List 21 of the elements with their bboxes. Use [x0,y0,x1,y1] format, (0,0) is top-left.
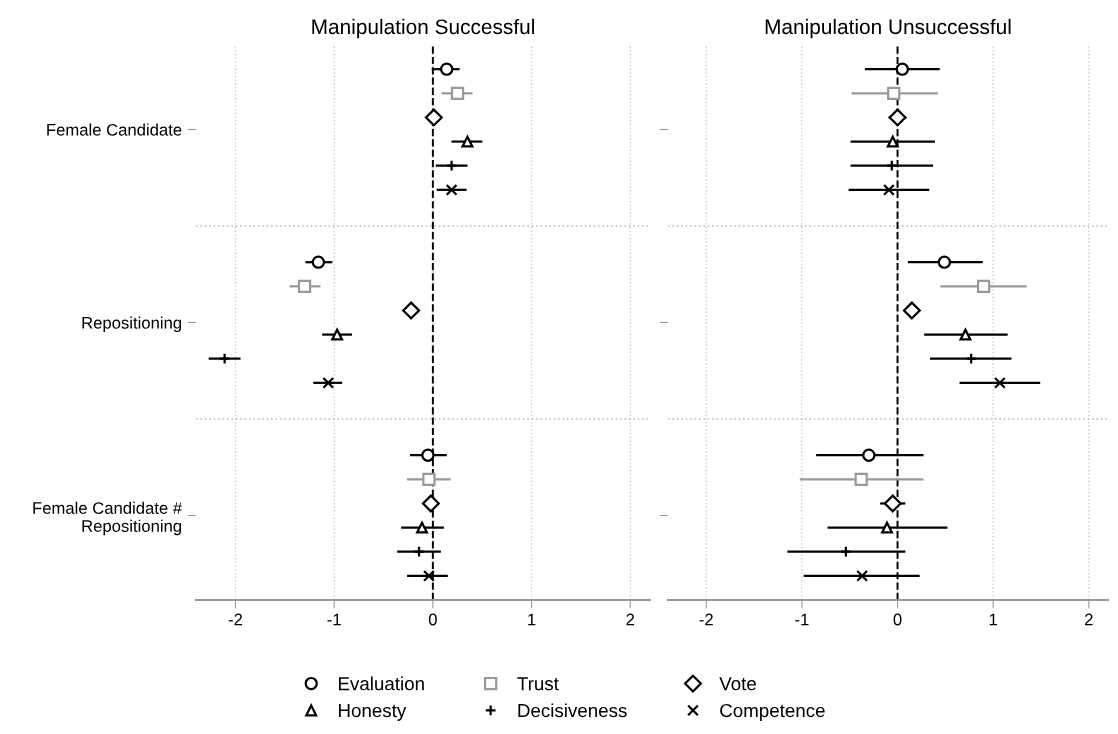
chart-title: Manipulation Successful [312,18,534,39]
legend-label: Evaluation [339,676,424,691]
x-tick-label: -1 [327,613,341,626]
legend-label: Honesty [339,704,407,721]
x-tick-label: 2 [626,613,635,626]
x-tick-label: 1 [989,613,997,626]
x-tick-label: 1 [528,613,536,626]
y-tick-label: Repositioning [82,316,182,333]
x-tick-label: 0 [428,613,437,626]
x-tick-label: -2 [228,613,243,626]
legend-label: Vote [719,677,756,691]
chart-title: Manipulation Unsuccessful [765,18,1011,39]
legend-label: Decisiveness [518,703,627,718]
legend-label: Competence [720,703,825,721]
x-tick-label: 2 [1085,613,1093,626]
y-tick-label: Female Candidate [47,123,182,136]
y-tick-label: Female Candidate # Repositioning [33,501,183,536]
x-tick-label: 0 [893,613,902,626]
x-tick-label: -1 [795,613,809,626]
x-tick-label: -2 [699,613,713,626]
legend-label: Trust [517,677,559,691]
